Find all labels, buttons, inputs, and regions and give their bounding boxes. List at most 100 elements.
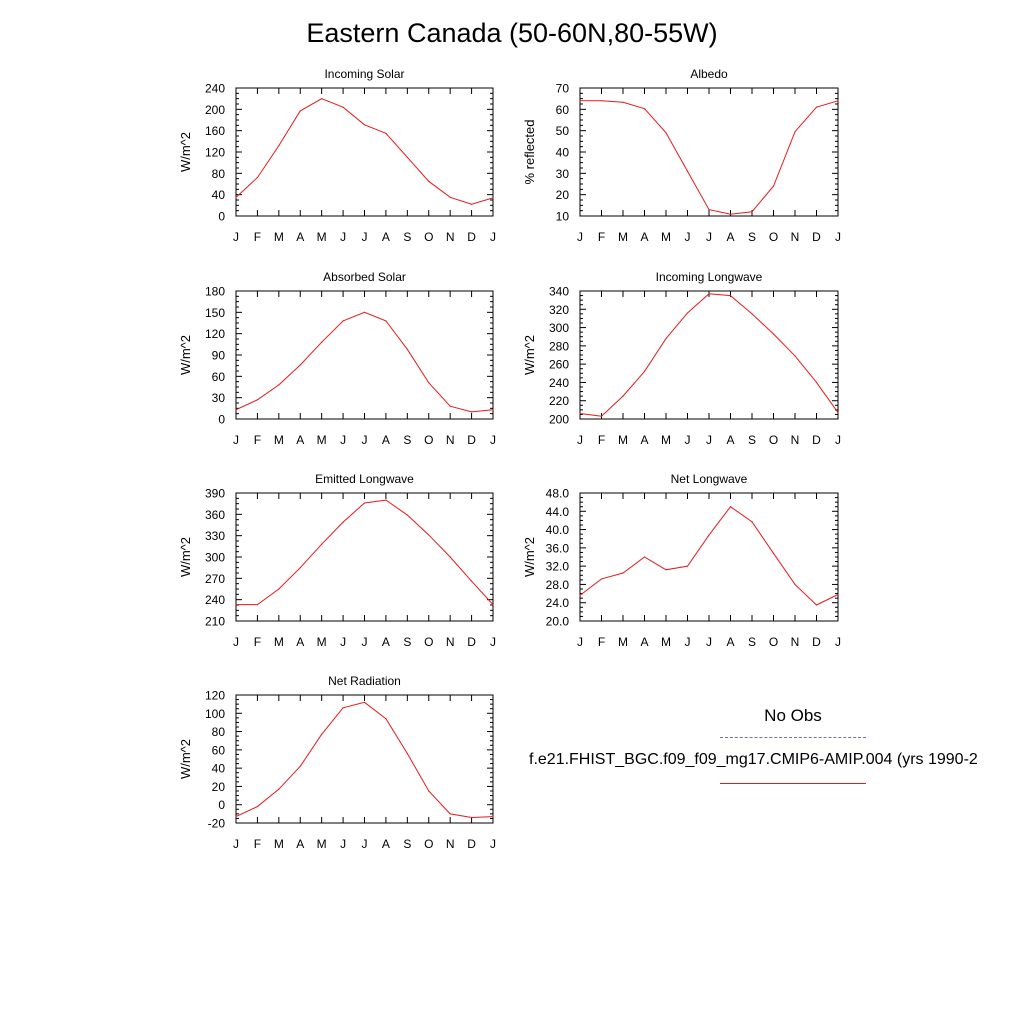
data-point (665, 337, 667, 340)
y-tick-label: 360 (205, 508, 225, 522)
data-point (428, 382, 430, 384)
x-tick-label: D (812, 635, 821, 649)
x-tick-label: J (835, 635, 841, 649)
y-tick-label: 20 (556, 188, 570, 202)
x-tick-label: N (446, 433, 455, 447)
y-tick-label: 40 (212, 762, 226, 776)
y-tick-label: 240 (549, 376, 569, 390)
x-tick-label: J (362, 635, 368, 649)
data-point (837, 593, 839, 596)
data-point (837, 412, 839, 414)
x-tick-label: S (748, 433, 756, 447)
y-tick-label: 30 (212, 391, 226, 405)
data-point (729, 506, 732, 508)
y-tick-label: 390 (205, 487, 225, 501)
x-tick-label: M (317, 230, 327, 244)
x-tick-label: A (296, 433, 304, 447)
x-tick-label: J (706, 635, 712, 649)
y-tick-label: 40 (556, 146, 570, 160)
data-point (492, 816, 494, 818)
x-tick-label: O (769, 635, 778, 649)
data-point (363, 124, 366, 126)
y-tick-label: 10 (556, 210, 570, 224)
y-tick-label: 28.0 (546, 578, 570, 592)
x-tick-label: M (274, 837, 284, 851)
y-tick-label: 120 (205, 146, 225, 160)
y-tick-label: 240 (205, 593, 225, 607)
y-axis-label: W/m^2 (178, 132, 193, 172)
y-axis-label: W/m^2 (178, 537, 193, 577)
series-line (579, 506, 839, 606)
data-point (256, 805, 259, 808)
data-point (470, 580, 473, 582)
data-point (470, 411, 473, 413)
x-tick-label: J (835, 433, 841, 447)
series-line (235, 701, 494, 819)
data-point (342, 320, 344, 322)
data-point (686, 312, 689, 314)
y-axis-label: W/m^2 (522, 335, 537, 375)
y-tick-label: 240 (205, 82, 225, 96)
data-point (686, 170, 689, 172)
chart-title: Emitted Longwave (315, 472, 414, 486)
x-tick-label: D (467, 230, 476, 244)
data-point (665, 569, 667, 571)
data-point (815, 106, 818, 108)
x-tick-label: J (233, 635, 239, 649)
data-point (321, 733, 323, 735)
x-tick-label: F (254, 837, 261, 851)
data-point (449, 556, 451, 558)
data-point (815, 604, 818, 606)
x-tick-label: M (661, 433, 671, 447)
y-tick-label: 340 (549, 285, 569, 299)
x-tick-label: D (467, 837, 476, 851)
data-point (579, 594, 581, 597)
y-tick-label: 330 (205, 529, 225, 543)
x-tick-label: J (685, 230, 691, 244)
y-tick-label: 60 (212, 370, 226, 384)
data-point (342, 707, 344, 709)
y-tick-label: 80 (212, 167, 226, 181)
series-line (579, 293, 839, 417)
x-tick-label: J (340, 635, 346, 649)
data-point (278, 788, 280, 790)
x-tick-label: J (233, 230, 239, 244)
x-tick-label: A (382, 837, 390, 851)
data-point (622, 572, 624, 574)
y-tick-label: 300 (205, 551, 225, 565)
y-tick-label: 60 (212, 743, 226, 757)
series-line (235, 311, 494, 413)
plot-frame (235, 694, 494, 824)
x-tick-label: M (618, 433, 628, 447)
y-tick-label: 70 (556, 82, 570, 96)
y-tick-label: 44.0 (546, 505, 570, 519)
plot-frame (579, 492, 839, 622)
data-point (299, 364, 301, 366)
x-tick-label: M (274, 230, 284, 244)
figure-title: Eastern Canada (50-60N,80-55W) (306, 18, 718, 48)
y-tick-label: 36.0 (546, 541, 570, 555)
y-tick-label: 20 (212, 780, 226, 794)
x-tick-label: O (424, 230, 433, 244)
data-point (278, 145, 280, 147)
y-tick-label: 0 (218, 413, 225, 427)
x-tick-label: J (685, 433, 691, 447)
x-tick-label: A (382, 433, 390, 447)
y-tick-label: 24.0 (546, 596, 570, 610)
data-point (406, 156, 408, 158)
series-line (580, 100, 839, 215)
x-tick-label: J (362, 230, 368, 244)
data-point (363, 311, 366, 313)
y-tick-label: 50 (556, 124, 570, 138)
data-point (363, 502, 366, 504)
data-point (321, 543, 323, 545)
x-tick-label: N (791, 433, 800, 447)
x-tick-label: J (490, 635, 496, 649)
y-tick-label: 0 (218, 798, 225, 812)
data-point (256, 399, 259, 401)
x-tick-label: O (424, 433, 433, 447)
x-tick-label: O (769, 230, 778, 244)
chart-title: Net Longwave (671, 472, 748, 486)
